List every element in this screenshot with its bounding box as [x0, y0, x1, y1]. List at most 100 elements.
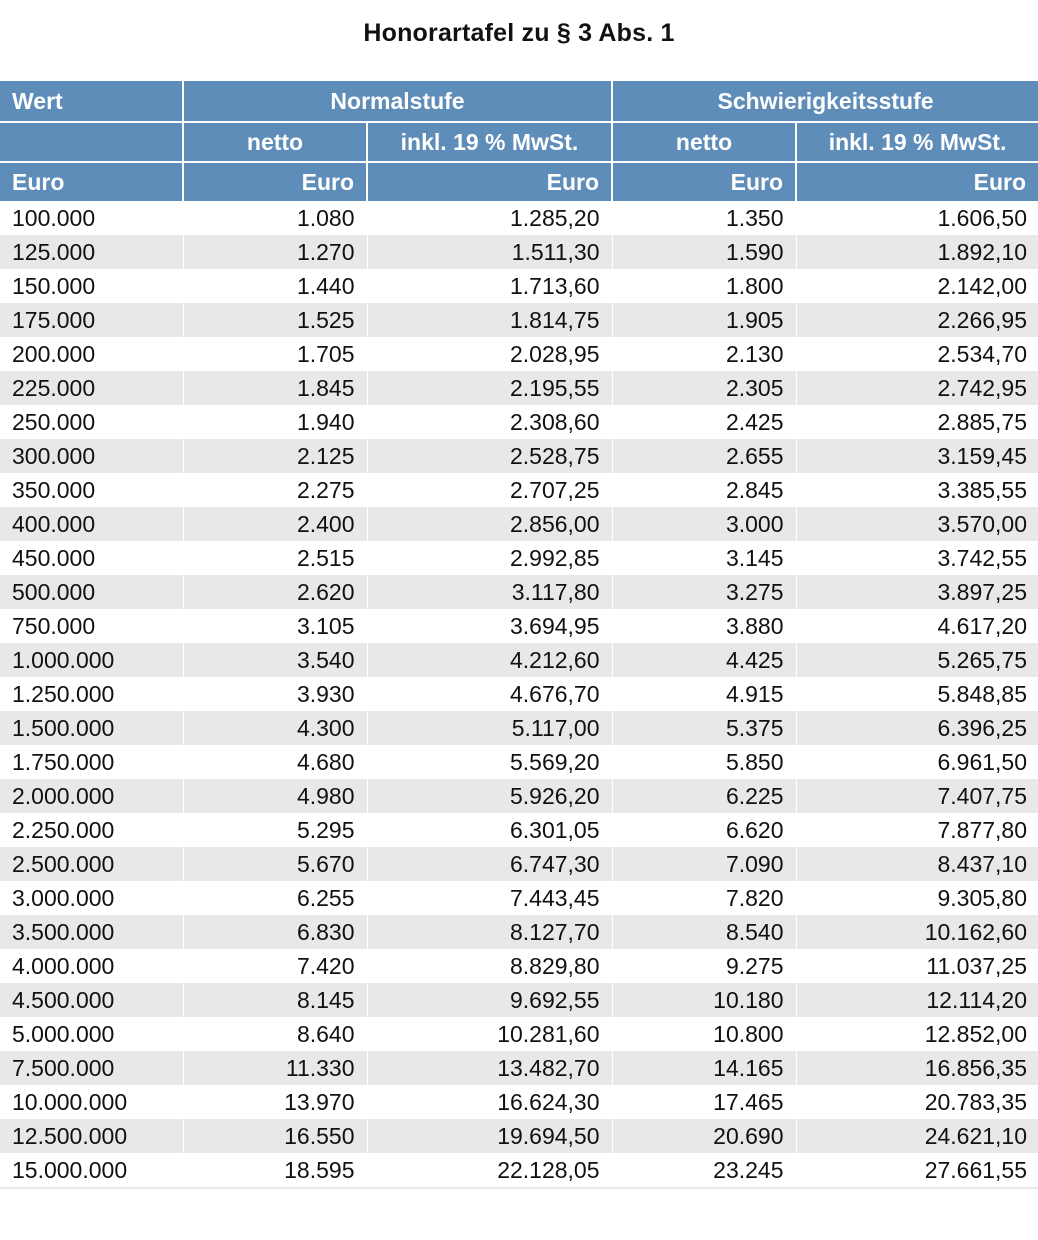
cell-schwierig-netto: 4.915 — [612, 677, 797, 711]
cell-normal-inkl: 1.814,75 — [367, 303, 613, 337]
cell-wert: 2.500.000 — [0, 847, 184, 881]
cell-schwierig-inkl: 3.742,55 — [796, 541, 1038, 575]
cell-normal-netto: 1.705 — [183, 337, 368, 371]
cell-wert: 7.500.000 — [0, 1051, 184, 1085]
cell-schwierig-inkl: 11.037,25 — [796, 949, 1038, 983]
cell-normal-inkl: 22.128,05 — [367, 1153, 613, 1189]
header-schwierigkeitsstufe: Schwierigkeitsstufe — [612, 81, 1038, 123]
header-unit-normal-netto: Euro — [183, 162, 368, 201]
table-row: 3.500.000 6.830 8.127,70 8.540 10.162,60 — [0, 915, 1038, 949]
fee-table: Wert Normalstufe Schwierigkeitsstufe net… — [0, 81, 1038, 1189]
cell-normal-netto: 2.400 — [183, 507, 368, 541]
cell-schwierig-netto: 4.425 — [612, 643, 797, 677]
cell-schwierig-netto: 2.425 — [612, 405, 797, 439]
cell-schwierig-netto: 8.540 — [612, 915, 797, 949]
cell-schwierig-netto: 2.655 — [612, 439, 797, 473]
cell-schwierig-netto: 7.090 — [612, 847, 797, 881]
header-unit-schwierig-netto: Euro — [612, 162, 798, 201]
cell-wert: 2.250.000 — [0, 813, 184, 847]
cell-normal-inkl: 8.127,70 — [367, 915, 613, 949]
table-row: 200.000 1.705 2.028,95 2.130 2.534,70 — [0, 337, 1038, 371]
cell-normal-inkl: 2.707,25 — [367, 473, 613, 507]
table-row: 125.000 1.270 1.511,30 1.590 1.892,10 — [0, 235, 1038, 269]
cell-wert: 15.000.000 — [0, 1153, 184, 1189]
cell-normal-netto: 7.420 — [183, 949, 368, 983]
cell-normal-netto: 16.550 — [183, 1119, 368, 1153]
cell-normal-inkl: 4.212,60 — [367, 643, 613, 677]
cell-normal-inkl: 9.692,55 — [367, 983, 613, 1017]
cell-normal-inkl: 5.569,20 — [367, 745, 613, 779]
table-row: 5.000.000 8.640 10.281,60 10.800 12.852,00 — [0, 1017, 1038, 1051]
cell-schwierig-netto: 6.620 — [612, 813, 797, 847]
header-normal-inkl: inkl. 19 % MwSt. — [367, 122, 614, 163]
header-wert: Wert — [0, 81, 184, 123]
cell-schwierig-inkl: 10.162,60 — [796, 915, 1038, 949]
table-row: 225.000 1.845 2.195,55 2.305 2.742,95 — [0, 371, 1038, 405]
cell-schwierig-inkl: 5.265,75 — [796, 643, 1038, 677]
table-row: 175.000 1.525 1.814,75 1.905 2.266,95 — [0, 303, 1038, 337]
cell-schwierig-inkl: 2.142,00 — [796, 269, 1038, 303]
cell-wert: 125.000 — [0, 235, 184, 269]
cell-normal-inkl: 4.676,70 — [367, 677, 613, 711]
table-row: 15.000.000 18.595 22.128,05 23.245 27.661,55 — [0, 1153, 1038, 1189]
cell-wert: 10.000.000 — [0, 1085, 184, 1119]
table-body: 100.000 1.080 1.285,20 1.350 1.606,50 125.000… — [0, 201, 1038, 1189]
cell-wert: 750.000 — [0, 609, 184, 643]
cell-schwierig-netto: 1.800 — [612, 269, 797, 303]
cell-normal-netto: 6.255 — [183, 881, 368, 915]
cell-normal-netto: 4.300 — [183, 711, 368, 745]
cell-normal-inkl: 2.308,60 — [367, 405, 613, 439]
cell-schwierig-inkl: 1.606,50 — [796, 201, 1038, 235]
table-row: 400.000 2.400 2.856,00 3.000 3.570,00 — [0, 507, 1038, 541]
cell-wert: 450.000 — [0, 541, 184, 575]
cell-normal-netto: 3.105 — [183, 609, 368, 643]
cell-normal-netto: 3.930 — [183, 677, 368, 711]
cell-normal-netto: 2.515 — [183, 541, 368, 575]
cell-normal-netto: 18.595 — [183, 1153, 368, 1189]
header-normalstufe: Normalstufe — [183, 81, 614, 123]
table-row: 250.000 1.940 2.308,60 2.425 2.885,75 — [0, 405, 1038, 439]
cell-wert: 100.000 — [0, 201, 184, 235]
cell-wert: 400.000 — [0, 507, 184, 541]
cell-schwierig-inkl: 24.621,10 — [796, 1119, 1038, 1153]
cell-schwierig-inkl: 3.897,25 — [796, 575, 1038, 609]
cell-schwierig-netto: 1.905 — [612, 303, 797, 337]
cell-wert: 4.000.000 — [0, 949, 184, 983]
cell-schwierig-netto: 14.165 — [612, 1051, 797, 1085]
cell-normal-netto: 3.540 — [183, 643, 368, 677]
cell-wert: 250.000 — [0, 405, 184, 439]
cell-normal-netto: 6.830 — [183, 915, 368, 949]
cell-normal-inkl: 5.926,20 — [367, 779, 613, 813]
cell-schwierig-inkl: 8.437,10 — [796, 847, 1038, 881]
table-row: 1.250.000 3.930 4.676,70 4.915 5.848,85 — [0, 677, 1038, 711]
header-empty-cell — [0, 122, 184, 163]
table-row: 4.000.000 7.420 8.829,80 9.275 11.037,25 — [0, 949, 1038, 983]
cell-normal-inkl: 2.856,00 — [367, 507, 613, 541]
table-row: 350.000 2.275 2.707,25 2.845 3.385,55 — [0, 473, 1038, 507]
table-header: Wert Normalstufe Schwierigkeitsstufe net… — [0, 81, 1038, 201]
cell-normal-netto: 5.295 — [183, 813, 368, 847]
cell-normal-netto: 1.440 — [183, 269, 368, 303]
cell-schwierig-netto: 10.800 — [612, 1017, 797, 1051]
cell-normal-netto: 1.525 — [183, 303, 368, 337]
cell-schwierig-netto: 5.850 — [612, 745, 797, 779]
cell-normal-netto: 1.080 — [183, 201, 368, 235]
cell-normal-inkl: 1.285,20 — [367, 201, 613, 235]
table-row: 100.000 1.080 1.285,20 1.350 1.606,50 — [0, 201, 1038, 235]
header-schwierig-inkl: inkl. 19 % MwSt. — [796, 122, 1038, 163]
cell-schwierig-inkl: 4.617,20 — [796, 609, 1038, 643]
cell-wert: 300.000 — [0, 439, 184, 473]
cell-normal-inkl: 3.694,95 — [367, 609, 613, 643]
table-row: 1.500.000 4.300 5.117,00 5.375 6.396,25 — [0, 711, 1038, 745]
cell-wert: 1.750.000 — [0, 745, 184, 779]
cell-schwierig-inkl: 3.570,00 — [796, 507, 1038, 541]
cell-schwierig-netto: 17.465 — [612, 1085, 797, 1119]
cell-schwierig-inkl: 6.961,50 — [796, 745, 1038, 779]
cell-wert: 5.000.000 — [0, 1017, 184, 1051]
cell-normal-inkl: 6.747,30 — [367, 847, 613, 881]
cell-wert: 1.250.000 — [0, 677, 184, 711]
cell-normal-netto: 2.620 — [183, 575, 368, 609]
cell-normal-inkl: 6.301,05 — [367, 813, 613, 847]
table-row: 450.000 2.515 2.992,85 3.145 3.742,55 — [0, 541, 1038, 575]
cell-wert: 2.000.000 — [0, 779, 184, 813]
